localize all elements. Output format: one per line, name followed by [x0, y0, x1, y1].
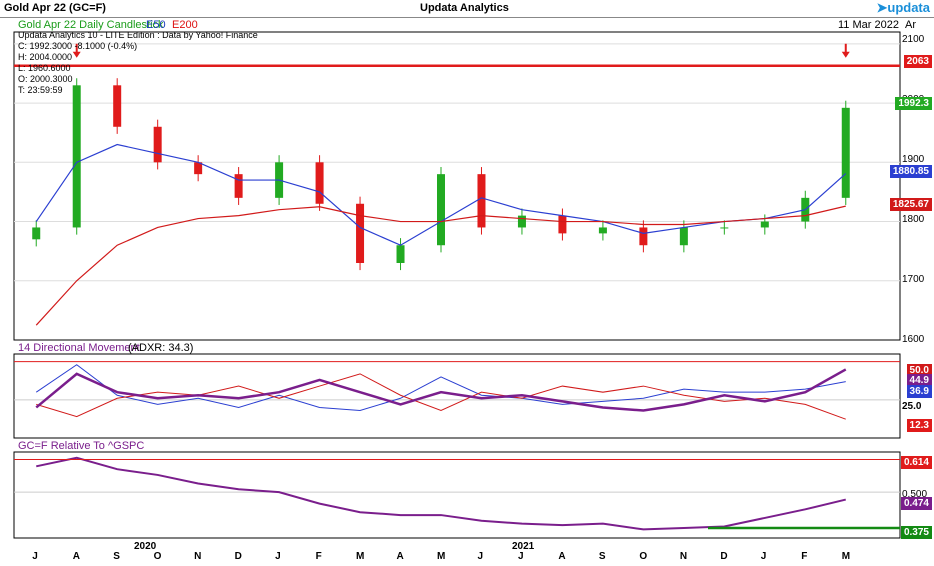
arrow-down-icon-left	[72, 43, 81, 58]
candle-body	[194, 162, 203, 175]
dmi-y-tick-25: 25.0	[902, 401, 922, 412]
symbol-title: Gold Apr 22 (GC=F)	[4, 2, 106, 14]
candle-body	[558, 215, 567, 234]
ohlc-close: C: 1992.3000 -8.1000 (-0.4%)	[18, 41, 138, 51]
month-label: F	[801, 551, 808, 562]
tag-di-plus: 36.9	[906, 385, 932, 398]
adx-line	[35, 368, 847, 412]
candle-body	[113, 85, 122, 127]
dmi-title: 14 Directional Movement	[18, 342, 140, 354]
edition-label: Updata Analytics 10 - LITE Edition : Dat…	[18, 30, 258, 40]
year-label-2021: 2021	[512, 541, 535, 552]
dmi-panel	[13, 353, 901, 439]
relative-panel	[13, 451, 901, 539]
month-label: F	[315, 551, 322, 562]
tag-resistance: 2063	[903, 55, 932, 68]
title-bar: Gold Apr 22 (GC=F) Updata Analytics ➤upd…	[0, 0, 934, 18]
month-label: D	[720, 551, 728, 562]
date-label: 11 Mar 2022	[838, 19, 899, 31]
ohlc-time: T: 23:59:59	[18, 85, 63, 95]
month-label: M	[841, 551, 851, 562]
year-label-2020: 2020	[134, 541, 157, 552]
month-label: J	[517, 551, 524, 562]
relative-line	[36, 456, 846, 531]
candle-body	[153, 126, 162, 163]
y-tick-1900: 1900	[902, 154, 925, 165]
dmi-adxr: (ADXR: 34.3)	[128, 342, 194, 354]
month-label: J	[477, 551, 484, 562]
tag-close: 1992.3	[895, 97, 932, 110]
di-minus-line	[36, 373, 846, 420]
candle-body	[639, 227, 648, 246]
tag-rel-top: 0.614	[900, 456, 932, 469]
month-label: S	[113, 551, 120, 562]
month-label: O	[153, 551, 162, 562]
candle-body	[234, 174, 243, 198]
month-label: A	[72, 551, 80, 562]
month-label: A	[558, 551, 566, 562]
month-label: J	[275, 551, 281, 562]
tag-adx: 44.9	[906, 374, 932, 387]
candle-body	[720, 227, 729, 229]
month-label: J	[760, 551, 767, 562]
app-title: Updata Analytics	[420, 2, 509, 14]
logo-text: updata	[887, 0, 930, 15]
candle-body	[598, 227, 607, 234]
candle-body	[760, 221, 769, 228]
candle-body	[437, 174, 445, 246]
legend-e200: E200	[172, 19, 198, 31]
tag-e50: 1880.85	[889, 165, 932, 178]
candle-body	[315, 162, 324, 204]
y-tick-1800: 1800	[902, 214, 925, 225]
axis-corner-label: Ar	[905, 19, 916, 31]
month-label: O	[639, 551, 648, 562]
grid-lines	[14, 43, 900, 493]
candle-body	[477, 174, 486, 228]
tag-e200: 1825.67	[889, 198, 932, 211]
ohlc-low: L: 1960.6000	[18, 63, 71, 73]
month-label: M	[356, 551, 365, 562]
candle-body	[32, 227, 41, 240]
month-label: S	[598, 551, 606, 562]
candle-body	[72, 85, 81, 228]
tag-di-minus: 12.3	[906, 419, 932, 432]
e200-line	[35, 205, 846, 326]
candle-body	[841, 107, 850, 198]
indicator-lines	[35, 143, 847, 531]
y-tick-1700: 1700	[902, 274, 925, 285]
annotations	[14, 43, 900, 530]
relative-title: GC=F Relative To ^GSPC	[18, 440, 145, 452]
month-label: J	[32, 551, 38, 562]
tag-rel-bottom: 0.375	[900, 526, 932, 539]
month-label: A	[396, 551, 404, 562]
candles	[32, 78, 850, 271]
di-plus-line	[35, 364, 846, 412]
candle-body	[679, 227, 688, 246]
price-panel	[13, 31, 901, 341]
month-label: M	[437, 551, 446, 562]
tag-rel-current: 0.474	[900, 497, 932, 510]
month-label: N	[194, 551, 202, 562]
month-label: N	[679, 551, 688, 562]
candle-body	[396, 245, 405, 263]
y-tick-1600: 1600	[902, 334, 925, 345]
candle-body	[356, 203, 365, 263]
y-tick-2100: 2100	[902, 34, 925, 45]
rel-y-tick-0500: 0.500	[902, 489, 928, 500]
updata-logo: ➤updata	[876, 0, 930, 15]
ohlc-high: H: 2004.0000	[18, 52, 73, 62]
candle-body	[517, 215, 526, 228]
legend-candlestick: Gold Apr 22 Daily Candlestick	[18, 19, 164, 31]
legend-e50: E50	[146, 19, 166, 31]
ohlc-open: O: 2000.3000	[18, 74, 73, 84]
tag-dmi-upper: 50.0	[906, 364, 932, 377]
arrow-down-icon-right	[841, 43, 850, 58]
month-label: D	[234, 551, 242, 562]
